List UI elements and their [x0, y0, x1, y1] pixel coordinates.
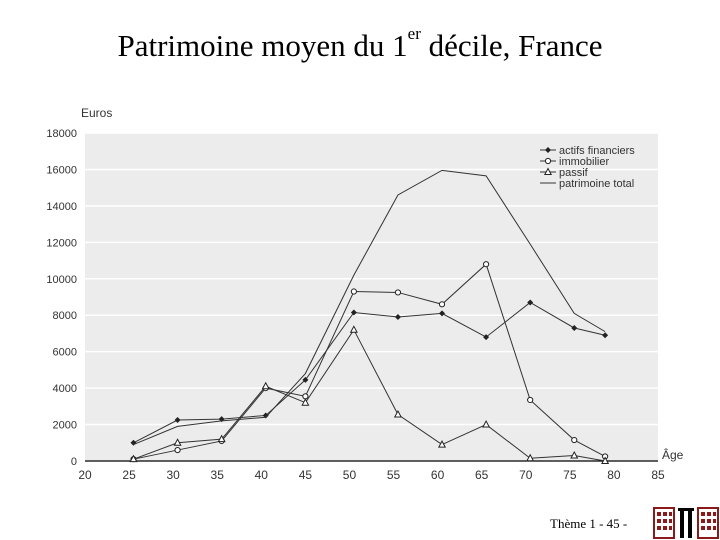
x-tick-label: 80 — [607, 468, 621, 482]
series-line-passif — [133, 328, 606, 462]
x-tick-label: 75 — [563, 468, 577, 482]
chart-legend: actifs financiersimmobilierpassifpatrimo… — [540, 145, 635, 190]
data-point-actifs-financiers — [302, 376, 309, 383]
series-line-patrimoine-total — [133, 169, 606, 446]
legend-label-immobilier: immobilier — [559, 156, 609, 168]
slide-title: Patrimoine moyen du 1er décile, France — [0, 24, 720, 64]
data-point-immobilier — [174, 446, 181, 454]
data-point-passif — [173, 438, 182, 446]
y-tick-label: 16000 — [46, 164, 77, 176]
data-point-passif — [601, 456, 610, 464]
x-tick-label: 35 — [211, 468, 225, 482]
series-line-immobilier — [133, 263, 606, 460]
data-point-actifs-financiers — [174, 417, 181, 423]
chart-axes: 0 2000 4000 6000 8000 10000 12000 14000 16000 180… — [46, 106, 683, 482]
data-point-actifs-financiers — [439, 310, 446, 317]
data-point-immobilier — [527, 396, 534, 404]
data-point-passif — [437, 440, 447, 448]
data-point-immobilier — [571, 436, 578, 444]
data-point-immobilier — [394, 289, 402, 296]
x-axis-title: Âge — [662, 447, 684, 462]
x-tick-label: 25 — [122, 468, 136, 482]
x-tick-label: 85 — [651, 468, 665, 482]
x-tick-label: 55 — [387, 468, 401, 482]
legend-marker-immobilier — [544, 157, 552, 165]
legend-label-patrimoine-total: patrimoine total — [559, 178, 634, 190]
y-tick-label: 8000 — [53, 310, 77, 322]
x-tick-label: 45 — [299, 468, 313, 482]
y-tick-label: 10000 — [46, 274, 77, 286]
data-point-actifs-financiers — [571, 324, 578, 331]
y-tick-label: 12000 — [46, 237, 77, 249]
x-tick-label: 60 — [431, 468, 445, 482]
data-point-actifs-financiers — [602, 332, 609, 339]
x-tick-label: 70 — [519, 468, 533, 482]
data-point-passif — [217, 434, 226, 443]
data-point-passif — [570, 450, 579, 459]
data-point-actifs-financiers — [394, 314, 401, 321]
x-tick-label: 50 — [343, 468, 357, 482]
data-point-passif — [349, 325, 358, 333]
legend-label-actifs-financiers: actifs financiers — [559, 145, 635, 157]
y-tick-label: 6000 — [53, 347, 77, 359]
chart-series — [129, 169, 610, 464]
y-axis-title: Euros — [81, 106, 112, 120]
plot-background — [85, 133, 658, 461]
slide-footer: Thème 1 - 45 - — [550, 516, 628, 531]
data-point-actifs-financiers — [483, 334, 490, 341]
series-line-actifs-financiers — [133, 301, 606, 444]
y-tick-label: 4000 — [53, 383, 77, 395]
legend-marker-passif — [543, 167, 553, 175]
data-point-immobilier — [438, 301, 446, 308]
data-point-passif — [526, 453, 535, 462]
y-tick-label: 0 — [71, 456, 77, 468]
data-point-passif — [482, 419, 491, 428]
legend-marker-actifs-financiers — [545, 147, 551, 153]
x-tick-label: 65 — [475, 468, 489, 482]
institution-logo — [653, 507, 719, 539]
data-point-actifs-financiers — [527, 299, 534, 306]
y-tick-label: 18000 — [46, 128, 77, 140]
data-point-passif — [301, 398, 310, 406]
data-point-passif — [129, 454, 138, 463]
x-tick-label: 40 — [255, 468, 269, 482]
data-point-immobilier — [483, 261, 490, 268]
y-tick-label: 2000 — [53, 420, 77, 432]
data-point-passif — [393, 409, 402, 418]
title-rest: décile, France — [420, 28, 603, 63]
data-point-actifs-financiers — [350, 309, 357, 316]
chart-grid — [85, 132, 658, 462]
title-superscript: er — [407, 24, 421, 43]
wealth-line-chart: 0 2000 4000 6000 8000 10000 12000 14000 16000 180… — [46, 106, 683, 482]
title-main: Patrimoine moyen du 1 — [117, 28, 408, 63]
x-tick-label: 20 — [78, 468, 92, 482]
data-point-passif — [261, 381, 270, 390]
y-tick-label: 14000 — [46, 201, 77, 213]
legend-label-passif: passif — [559, 167, 589, 179]
data-point-immobilier — [350, 288, 357, 295]
x-tick-label: 30 — [166, 468, 180, 482]
